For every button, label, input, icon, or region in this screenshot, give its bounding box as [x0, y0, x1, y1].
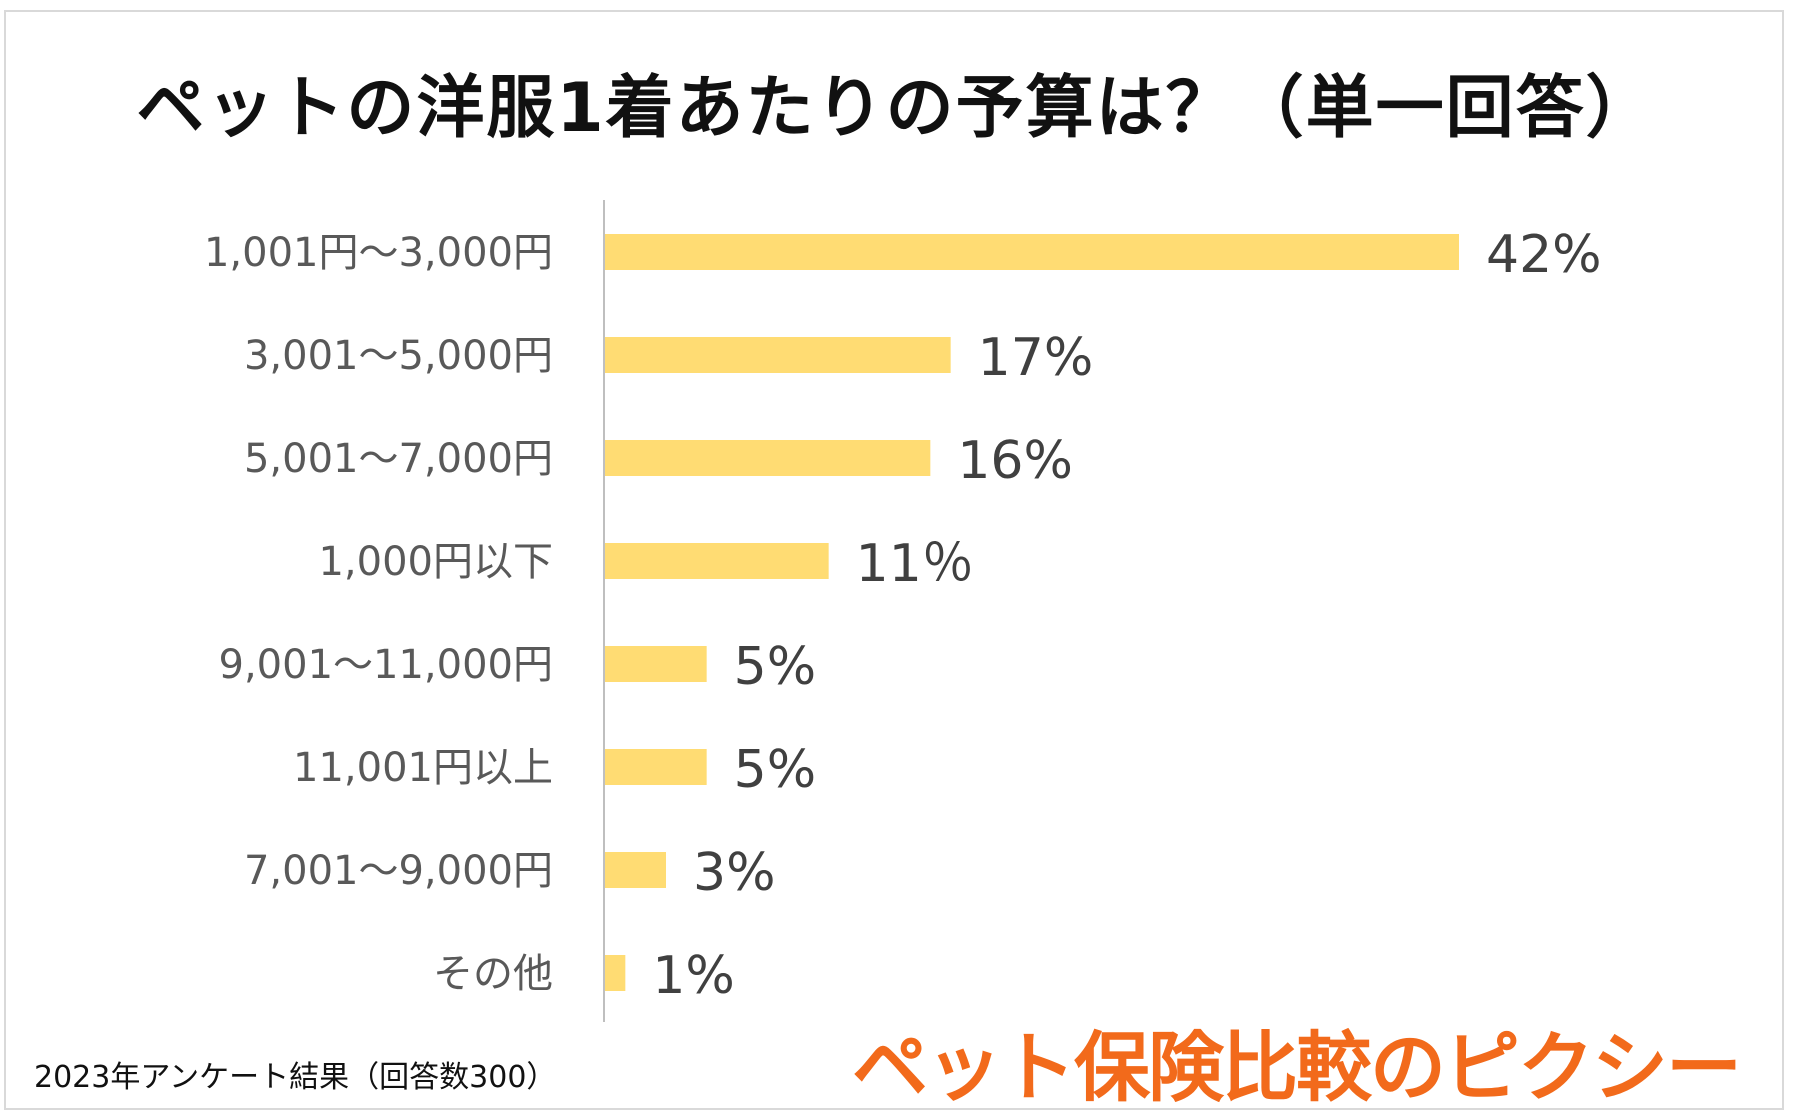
bar	[605, 749, 707, 785]
data-label: 42%	[1486, 225, 1602, 285]
data-label: 11％	[856, 534, 974, 594]
data-label: 5%	[734, 637, 817, 697]
bar	[605, 440, 931, 476]
category-label: その他	[433, 951, 553, 997]
data-label: 5%	[734, 740, 817, 800]
category-label: 5,001〜7,000円	[244, 436, 553, 482]
category-label: 9,001〜11,000円	[219, 642, 553, 688]
category-label: 3,001〜5,000円	[244, 333, 553, 379]
bar	[605, 646, 707, 682]
bar	[605, 852, 666, 888]
category-label: 7,001〜9,000円	[244, 848, 553, 894]
survey-footnote: 2023年アンケート結果（回答数300）	[34, 1060, 557, 1095]
brand-logo: ペット保険比較のピクシー	[852, 1023, 1742, 1112]
category-label: 1,000円以下	[318, 539, 553, 585]
bar	[605, 955, 626, 991]
data-label: 17%	[978, 328, 1094, 388]
data-label: 16%	[957, 431, 1073, 491]
bar	[605, 337, 951, 373]
category-label: 1,001円〜3,000円	[204, 230, 553, 276]
bar	[605, 543, 829, 579]
chart-frame: ペットの洋服1着あたりの予算は？（単一回答）	[4, 10, 1784, 1110]
category-label: 11,001円以上	[293, 745, 553, 791]
data-label: 3%	[693, 843, 776, 903]
chart-title: ペットの洋服1着あたりの予算は？（単一回答）	[136, 69, 1656, 148]
data-label: 1%	[652, 946, 735, 1006]
bar	[605, 234, 1459, 270]
